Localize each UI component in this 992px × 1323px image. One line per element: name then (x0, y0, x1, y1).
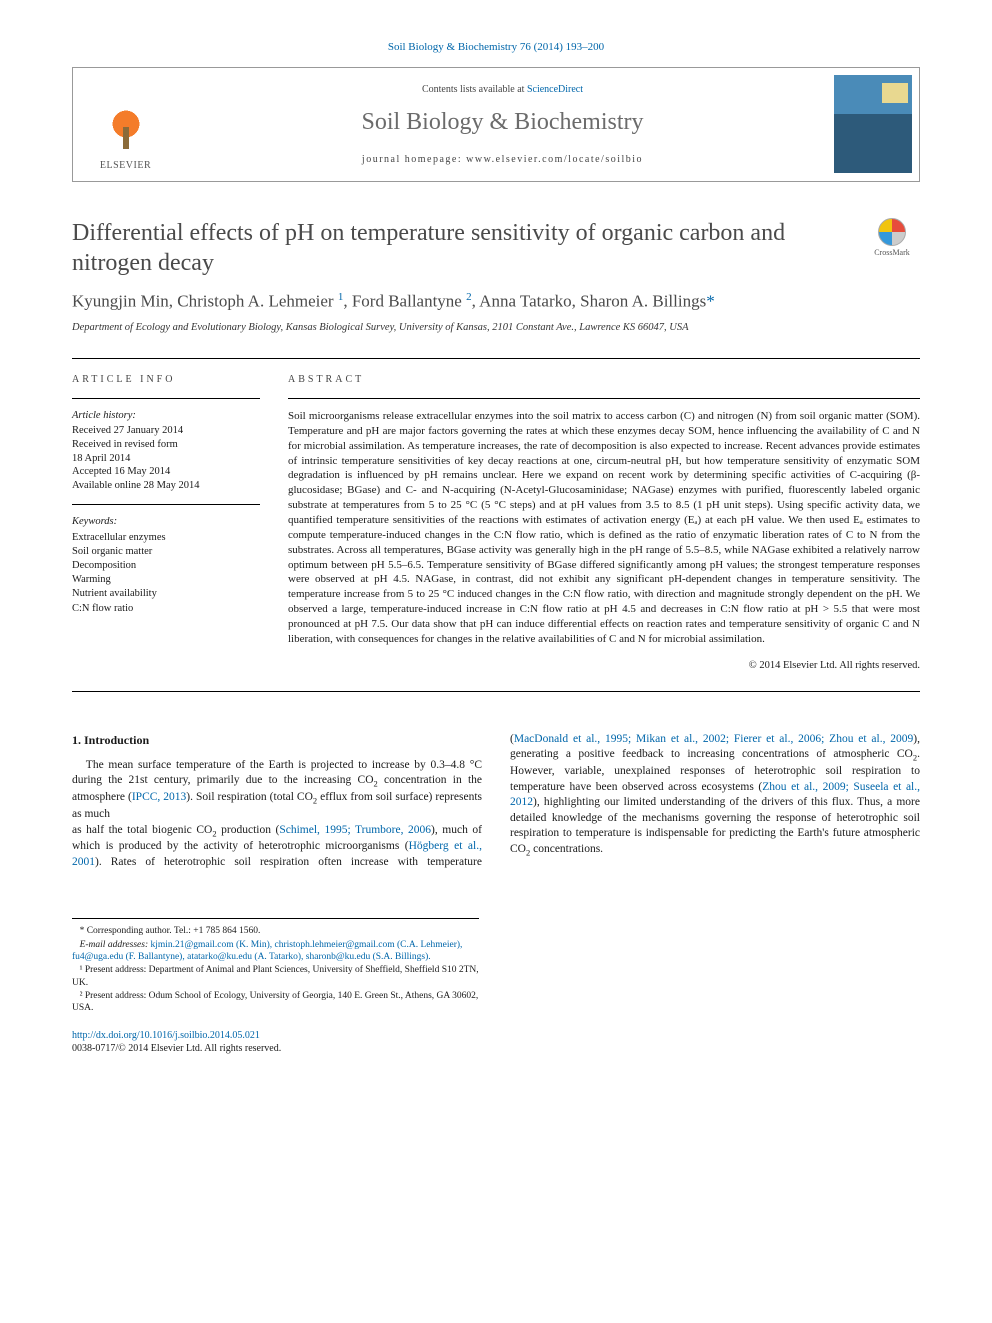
article-info-heading: ARTICLE INFO (72, 373, 260, 387)
journal-cover-thumb (834, 75, 912, 173)
corresponding-author: * Corresponding author. Tel.: +1 785 864… (72, 925, 479, 937)
cite-macdonald-etal[interactable]: MacDonald et al., 1995; Mikan et al., 20… (514, 733, 913, 745)
history-line: Received 27 January 2014 (72, 424, 260, 438)
contents-prefix: Contents lists available at (422, 84, 527, 95)
publisher-logo-region: ELSEVIER (73, 68, 178, 181)
abstract-heading: ABSTRACT (288, 373, 920, 387)
doi-link[interactable]: http://dx.doi.org/10.1016/j.soilbio.2014… (72, 1030, 260, 1041)
history-line: Available online 28 May 2014 (72, 479, 260, 493)
keyword: Decomposition (72, 559, 260, 573)
present-address-1: ¹ Present address: Department of Animal … (72, 964, 479, 989)
keyword: C:N flow ratio (72, 602, 260, 616)
article-title: Differential effects of pH on temperatur… (72, 218, 852, 278)
present-address-2: ² Present address: Odum School of Ecolog… (72, 990, 479, 1015)
journal-header: ELSEVIER Contents lists available at Sci… (72, 67, 920, 182)
crossmark-badge[interactable]: CrossMark (864, 218, 920, 259)
abstract-text: Soil microorganisms release extracellula… (288, 409, 920, 647)
homepage-line: journal homepage: www.elsevier.com/locat… (186, 153, 819, 167)
email-addresses: E-mail addresses: kjmin.21@gmail.com (K.… (72, 939, 479, 964)
history-line: 18 April 2014 (72, 452, 260, 466)
keywords-label: Keywords: (72, 515, 260, 529)
article-info-panel: ARTICLE INFO Article history: Received 2… (72, 373, 260, 673)
contents-line: Contents lists available at ScienceDirec… (186, 83, 819, 97)
keyword: Extracellular enzymes (72, 531, 260, 545)
body-columns: 1. Introduction The mean surface tempera… (72, 732, 920, 871)
elsevier-tree-icon (96, 97, 156, 157)
keyword: Nutrient availability (72, 587, 260, 601)
cite-ipcc-2013[interactable]: IPCC, 2013 (132, 791, 186, 803)
crossmark-label: CrossMark (874, 248, 910, 257)
history-line: Accepted 16 May 2014 (72, 465, 260, 479)
footnotes: * Corresponding author. Tel.: +1 785 864… (72, 918, 479, 1014)
abstract-panel: ABSTRACT Soil microorganisms release ext… (288, 373, 920, 673)
abstract-copyright: © 2014 Elsevier Ltd. All rights reserved… (288, 659, 920, 673)
keyword: Warming (72, 573, 260, 587)
affiliation: Department of Ecology and Evolutionary B… (72, 321, 920, 335)
sciencedirect-link[interactable]: ScienceDirect (527, 84, 583, 95)
history-line: Received in revised form (72, 438, 260, 452)
history-label: Article history: (72, 409, 260, 423)
cite-schimel-trumbore[interactable]: Schimel, 1995; Trumbore, 2006 (279, 824, 431, 836)
homepage-prefix: journal homepage: (362, 154, 466, 165)
keyword: Soil organic matter (72, 545, 260, 559)
section-1-heading: 1. Introduction (72, 732, 482, 748)
publisher-name: ELSEVIER (96, 159, 156, 173)
doi-line: http://dx.doi.org/10.1016/j.soilbio.2014… (72, 1029, 920, 1043)
authors: Kyungjin Min, Christoph A. Lehmeier 1, F… (72, 290, 920, 314)
intro-para-1: The mean surface temperature of the Eart… (72, 758, 482, 823)
journal-name: Soil Biology & Biochemistry (186, 106, 819, 138)
homepage-url[interactable]: www.elsevier.com/locate/soilbio (466, 154, 643, 165)
issn-line: 0038-0717/© 2014 Elsevier Ltd. All right… (72, 1042, 920, 1056)
crossmark-icon (878, 218, 906, 246)
header-citation: Soil Biology & Biochemistry 76 (2014) 19… (72, 40, 920, 55)
